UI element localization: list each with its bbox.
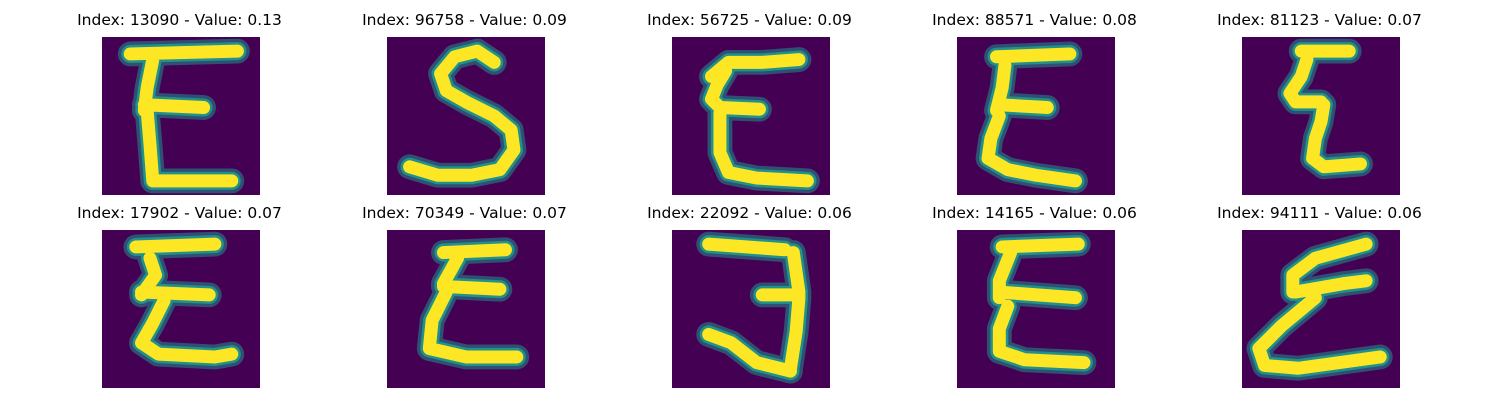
- stroke-core: [422, 243, 523, 364]
- sample-image-3: [671, 37, 830, 195]
- sample-image-7: [386, 230, 545, 388]
- sample-image-6: [101, 230, 260, 388]
- stroke-core: [128, 237, 238, 364]
- stroke-core: [1282, 44, 1367, 174]
- sample-image-1: [101, 37, 260, 195]
- sample-title-1: Index: 13090 - Value: 0.13: [77, 11, 282, 29]
- sample-image-4: [956, 37, 1115, 195]
- sample-cell-1: Index: 13090 - Value: 0.13: [37, 10, 322, 195]
- stroke-core: [701, 237, 805, 378]
- sample-image-8: [671, 230, 830, 388]
- sample-title-5: Index: 81123 - Value: 0.07: [1217, 11, 1422, 29]
- stroke-core: [981, 47, 1082, 188]
- sample-title-6: Index: 17902 - Value: 0.07: [77, 204, 282, 222]
- sample-image-5: [1241, 37, 1400, 195]
- sample-cell-2: Index: 96758 - Value: 0.09: [322, 10, 607, 195]
- sample-cell-5: Index: 81123 - Value: 0.07: [1177, 10, 1462, 195]
- sample-cell-8: Index: 22092 - Value: 0.06: [607, 203, 892, 388]
- sample-cell-6: Index: 17902 - Value: 0.07: [37, 203, 322, 388]
- sample-title-4: Index: 88571 - Value: 0.08: [932, 11, 1137, 29]
- sample-title-9: Index: 14165 - Value: 0.06: [932, 204, 1137, 222]
- sample-image-9: [956, 230, 1115, 388]
- sample-cell-10: Index: 94111 - Value: 0.06: [1177, 203, 1462, 388]
- sample-cell-3: Index: 56725 - Value: 0.09: [607, 10, 892, 195]
- stroke-core: [992, 237, 1090, 370]
- sample-image-10: [1241, 230, 1400, 388]
- sample-cell-7: Index: 70349 - Value: 0.07: [322, 203, 607, 388]
- sample-title-10: Index: 94111 - Value: 0.06: [1217, 204, 1422, 222]
- sample-title-7: Index: 70349 - Value: 0.07: [362, 204, 567, 222]
- sample-title-8: Index: 22092 - Value: 0.06: [647, 204, 852, 222]
- sample-image-2: [386, 37, 545, 195]
- stroke-core: [402, 44, 520, 182]
- stroke-core: [1251, 237, 1387, 375]
- sample-title-3: Index: 56725 - Value: 0.09: [647, 11, 852, 29]
- stroke-core: [123, 44, 244, 188]
- sample-title-2: Index: 96758 - Value: 0.09: [362, 11, 567, 29]
- sample-cell-4: Index: 88571 - Value: 0.08: [892, 10, 1177, 195]
- stroke-core: [704, 53, 814, 188]
- sample-cell-9: Index: 14165 - Value: 0.06: [892, 203, 1177, 388]
